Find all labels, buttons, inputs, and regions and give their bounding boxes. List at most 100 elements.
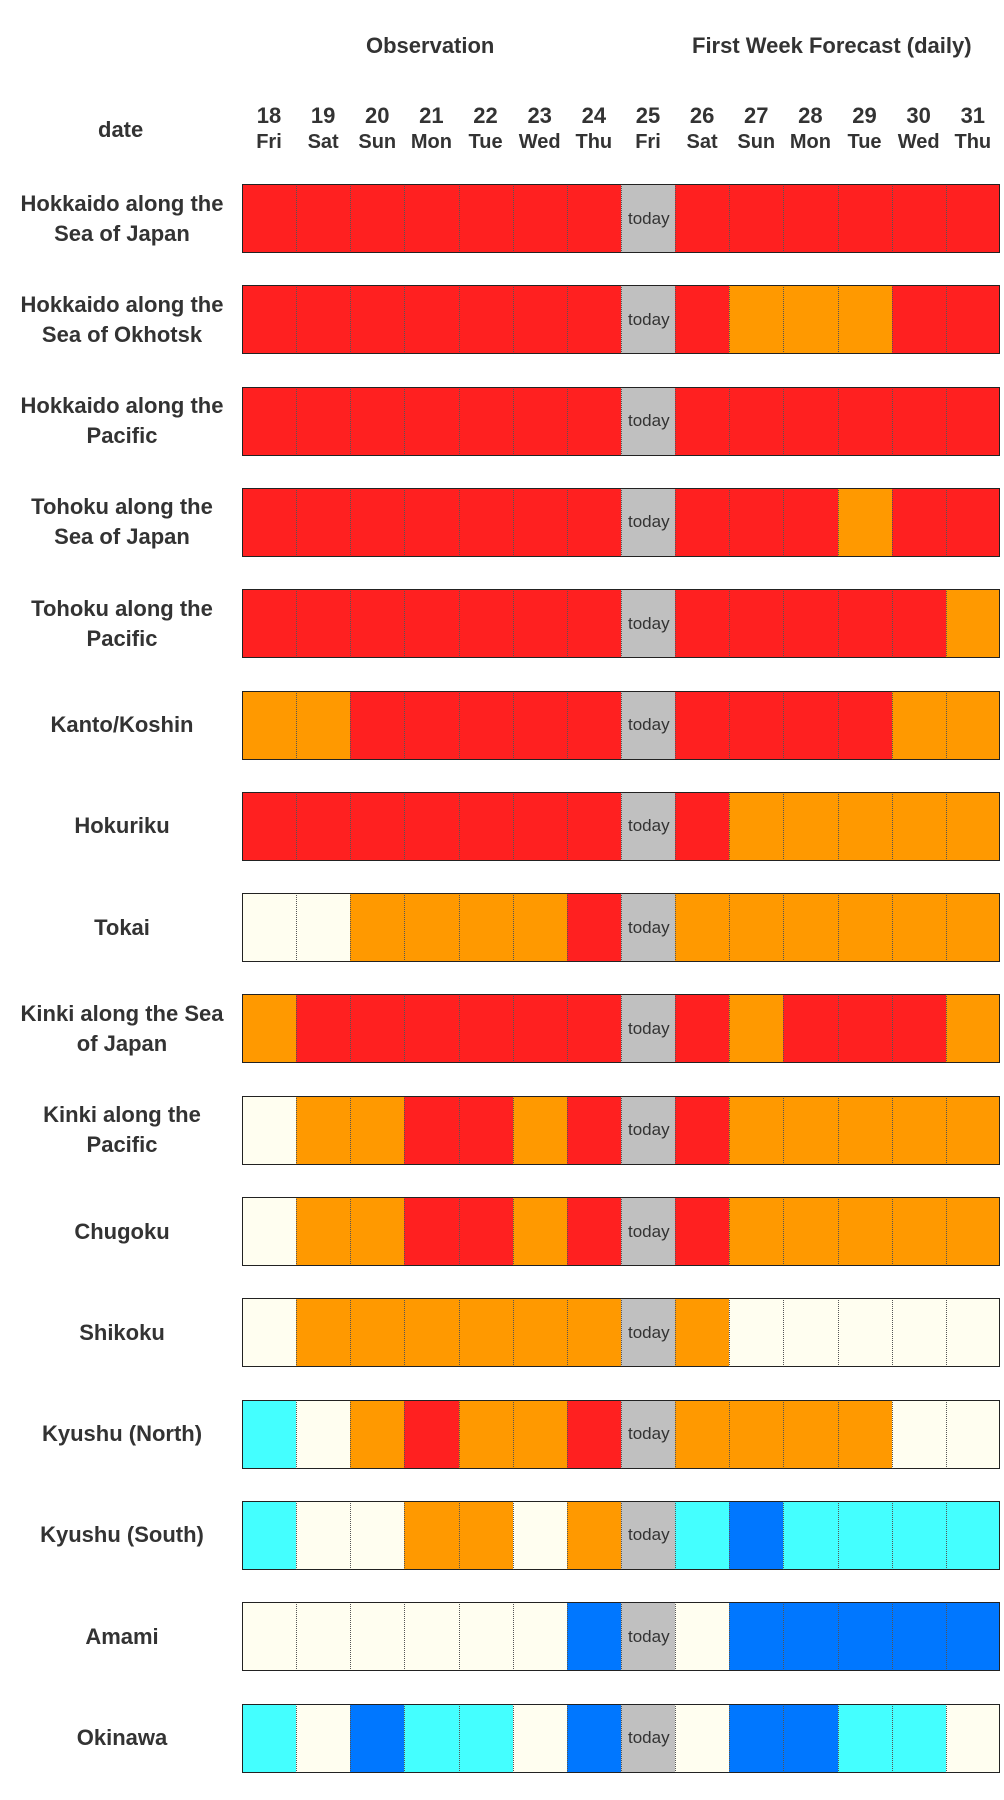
heatmap-cell (350, 1298, 405, 1368)
heatmap-cell: today (620, 184, 676, 253)
heatmap-cell (404, 589, 460, 659)
heatmap-cell (350, 285, 405, 355)
heatmap-cell (242, 994, 297, 1064)
day-number: 31 (960, 103, 986, 128)
heatmap-cell: today (620, 1095, 676, 1165)
forecast-header: First Week Forecast (daily) (692, 33, 972, 58)
day-weekday: Thu (954, 131, 992, 153)
day-number: 22 (473, 103, 498, 128)
heatmap-cell (566, 386, 622, 456)
heatmap-cell (729, 690, 784, 760)
heatmap-cell (891, 184, 947, 253)
heatmap-cell (458, 184, 514, 253)
row-label-line: Chugoku (74, 1218, 170, 1244)
row-label: Kyushu (South) (6, 1501, 238, 1570)
heatmap-cell (945, 487, 1001, 557)
heatmap-cell (837, 1602, 893, 1672)
day-number: 30 (906, 103, 931, 128)
today-label: today (627, 411, 670, 431)
heatmap-cell (566, 1298, 622, 1368)
heatmap-cell (242, 1500, 297, 1570)
heatmap-cell (350, 690, 405, 760)
heatmap-cell (675, 1095, 730, 1165)
day-weekday: Wed (897, 131, 940, 153)
heatmap-cell (891, 1703, 947, 1773)
heatmap-cell (837, 184, 893, 253)
heatmap-cell (729, 1399, 784, 1469)
day-label-26: 26 Sat (675, 103, 729, 155)
heatmap-cell: today (620, 1197, 676, 1266)
heatmap-cell (675, 1500, 730, 1570)
heatmap-cell (945, 1197, 1001, 1266)
today-label: today (627, 1120, 670, 1140)
heatmap-cell (350, 487, 405, 557)
heatmap-cell (675, 285, 730, 355)
heatmap-cell (837, 1197, 893, 1266)
today-label: today (627, 1018, 670, 1038)
row-label: Amami (6, 1602, 238, 1671)
row-label: Tohoku along the Pacific (6, 589, 238, 658)
heatmap-cell (242, 386, 297, 456)
heatmap-cell (458, 893, 514, 963)
heatmap-cell (350, 589, 405, 659)
heatmap-cell (729, 589, 784, 659)
heatmap-cell (566, 285, 622, 355)
heatmap-cell (350, 994, 405, 1064)
heatmap-cell: today (620, 1399, 676, 1469)
day-number: 27 (744, 103, 769, 128)
heatmap-cell (512, 690, 568, 760)
heatmap-cell (729, 994, 784, 1064)
heatmap-cell (404, 1500, 460, 1570)
heatmap-cell (566, 1095, 622, 1165)
day-number: 20 (365, 103, 390, 128)
heatmap-cell (675, 994, 730, 1064)
heatmap-cell (891, 1298, 947, 1368)
row-label-line: Kanto/Koshin (50, 712, 194, 737)
heatmap-cell (729, 1703, 784, 1773)
day-number: 25 (635, 103, 661, 128)
heatmap-cell (729, 386, 784, 456)
heatmap-cell (837, 1703, 893, 1773)
day-number: 19 (310, 103, 336, 128)
heatmap-cell (458, 1399, 514, 1469)
heatmap-cell (783, 589, 839, 659)
heatmap-cell (350, 1197, 405, 1266)
heatmap-cell (566, 690, 622, 760)
heatmap-cell (242, 791, 297, 861)
heatmap-cell (891, 1602, 947, 1672)
heatmap-cell (242, 285, 297, 355)
day-weekday: Mon (410, 131, 452, 153)
row-label-line: Amami (85, 1623, 159, 1649)
heatmap-cell (350, 1399, 405, 1469)
heatmap-cell (512, 1703, 568, 1773)
heatmap-cell (783, 1197, 839, 1266)
heatmap-cell (350, 184, 405, 253)
row-label: Kinki along the Pacific (6, 1096, 238, 1165)
heatmap-cell (729, 1500, 784, 1570)
heatmap-cell (729, 184, 784, 253)
heatmap-cell (242, 1703, 297, 1773)
heatmap-cell (945, 1399, 1001, 1469)
heatmap-cell (458, 690, 514, 760)
heatmap-cell: today (620, 893, 676, 963)
row-label-line: Shikoku (79, 1319, 165, 1345)
row-label-line: Hokkaido along the (20, 393, 224, 419)
heatmap-cell (837, 1298, 893, 1368)
day-weekday: Sat (307, 131, 339, 153)
heatmap-cell (404, 1602, 460, 1672)
observation-header: Observation (366, 33, 495, 58)
heatmap-cell (512, 285, 568, 355)
heatmap-cell (242, 1298, 297, 1368)
today-label: today (627, 1322, 670, 1342)
heatmap-cell (296, 285, 351, 355)
row-label-line: Tohoku along the (31, 595, 213, 621)
heatmap-cell (891, 1095, 947, 1165)
row-label-line: Sea of Okhotsk (41, 321, 203, 347)
heatmap-cell: today (620, 1602, 676, 1672)
heatmap-cell (458, 487, 514, 557)
row-label-line: Pacific (86, 423, 158, 449)
heatmap-cell (242, 487, 297, 557)
heatmap-cell (404, 994, 460, 1064)
heatmap-cell (837, 893, 893, 963)
heatmap-cell (837, 386, 893, 456)
